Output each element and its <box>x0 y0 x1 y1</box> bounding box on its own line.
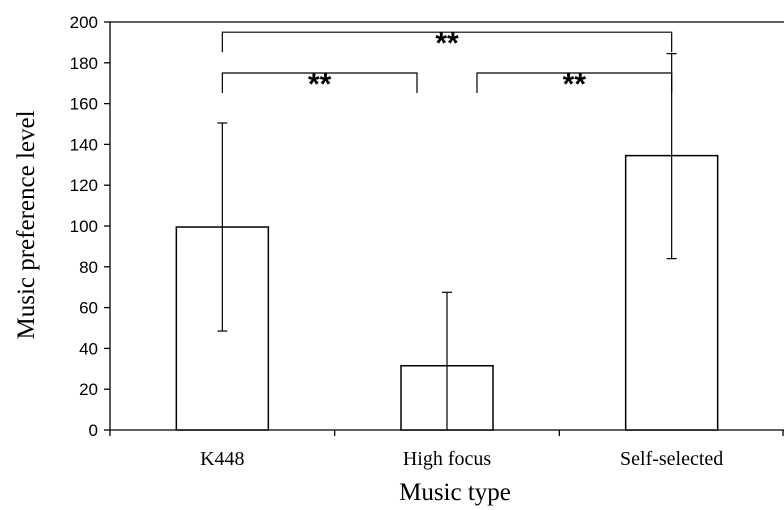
y-tick-label: 120 <box>70 176 98 195</box>
plot-area: 0 20 40 60 80 100 120 140 160 180 200 K448 High focu… <box>70 13 784 470</box>
x-category-label: High focus <box>403 448 492 470</box>
significance-label: ** <box>563 68 587 101</box>
y-tick-label: 20 <box>79 380 98 399</box>
y-tick-label: 0 <box>89 421 98 440</box>
y-tick-label: 40 <box>79 339 98 358</box>
y-tick-label: 100 <box>70 217 98 236</box>
significance-label: ** <box>308 68 332 101</box>
significance-label: ** <box>435 27 459 60</box>
x-category-label: Self-selected <box>620 448 723 470</box>
y-tick-label: 80 <box>79 258 98 277</box>
y-tick-label: 60 <box>79 299 98 318</box>
y-tick-label: 160 <box>70 95 98 114</box>
x-axis-title: Music type <box>399 479 511 506</box>
y-tick-label: 180 <box>70 54 98 73</box>
significance-bracket <box>476 72 673 93</box>
y-tick-label: 140 <box>70 135 98 154</box>
y-tick-label: 200 <box>70 13 98 32</box>
significance-bracket <box>221 31 673 53</box>
y-axis-title: Music preference level <box>13 110 40 339</box>
significance-bracket <box>221 72 418 93</box>
x-category-label: K448 <box>200 448 244 470</box>
